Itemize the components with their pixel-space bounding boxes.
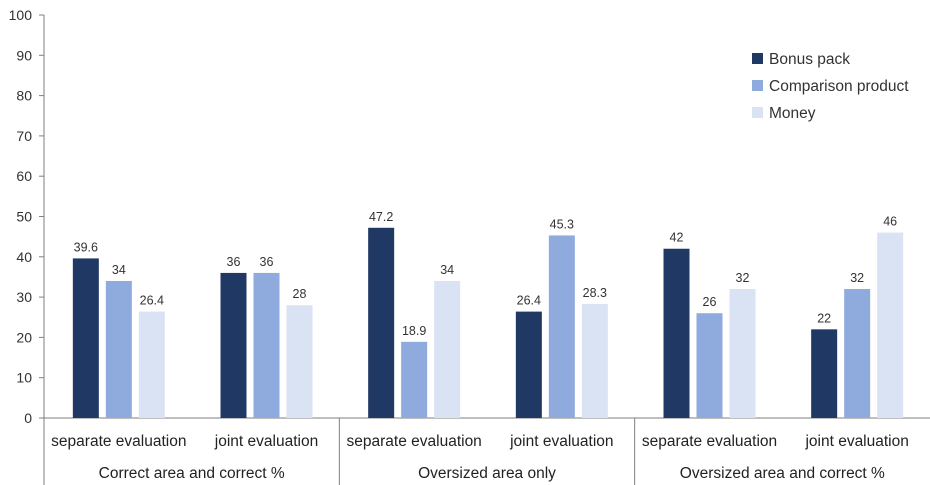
bar [138,311,165,418]
bar [548,235,575,418]
data-label: 36 [227,255,241,269]
x-group-label: Oversized area and correct % [680,465,885,482]
data-label: 34 [440,263,454,277]
y-tick-label: 30 [16,289,32,305]
legend-label: Money [769,105,816,122]
data-label: 22 [817,311,831,325]
x-category-label: separate evaluation [51,433,186,450]
y-tick-label: 50 [16,209,32,225]
data-label: 42 [670,231,684,245]
data-label: 26 [703,295,717,309]
legend-label: Comparison product [769,78,909,95]
data-label: 32 [850,271,864,285]
y-tick-label: 100 [9,7,33,23]
y-tick-label: 10 [16,370,32,386]
y-tick-label: 20 [16,329,32,345]
bar [286,305,313,418]
data-label: 28 [293,287,307,301]
x-category-label: separate evaluation [642,433,777,450]
legend-swatch [752,80,763,91]
data-label: 28.3 [583,286,607,300]
bar [72,258,99,418]
bar [434,280,461,418]
bar [515,311,542,418]
bar [105,280,132,418]
bar [696,313,723,418]
data-label: 46 [883,215,897,229]
data-label: 32 [736,271,750,285]
bar [811,329,838,418]
bar [581,303,608,418]
y-tick-label: 0 [24,410,32,426]
x-category-label: joint evaluation [804,433,908,450]
data-label: 26.4 [140,294,164,308]
y-tick-label: 60 [16,168,32,184]
x-group-label: Oversized area only [418,465,556,482]
bar [220,272,247,418]
y-tick-label: 80 [16,88,32,104]
data-label: 47.2 [369,210,393,224]
data-label: 26.4 [517,294,541,308]
data-label: 18.9 [402,324,426,338]
x-category-label: joint evaluation [509,433,613,450]
bar [877,232,904,418]
y-tick-label: 70 [16,128,32,144]
y-tick-label: 40 [16,249,32,265]
data-label: 36 [260,255,274,269]
bar [368,227,395,418]
data-label: 34 [112,263,126,277]
bar [844,289,871,418]
y-tick-label: 90 [16,47,32,63]
x-group-label: Correct area and correct % [99,465,285,482]
x-category-label: joint evaluation [214,433,318,450]
data-label: 39.6 [74,240,98,254]
bar [253,272,280,418]
legend-swatch [752,107,763,118]
legend-label: Bonus pack [769,51,850,68]
bar [729,289,756,418]
legend-swatch [752,53,763,64]
x-category-label: separate evaluation [347,433,482,450]
bar [401,341,428,418]
bar [663,248,690,418]
data-label: 45.3 [550,217,574,231]
